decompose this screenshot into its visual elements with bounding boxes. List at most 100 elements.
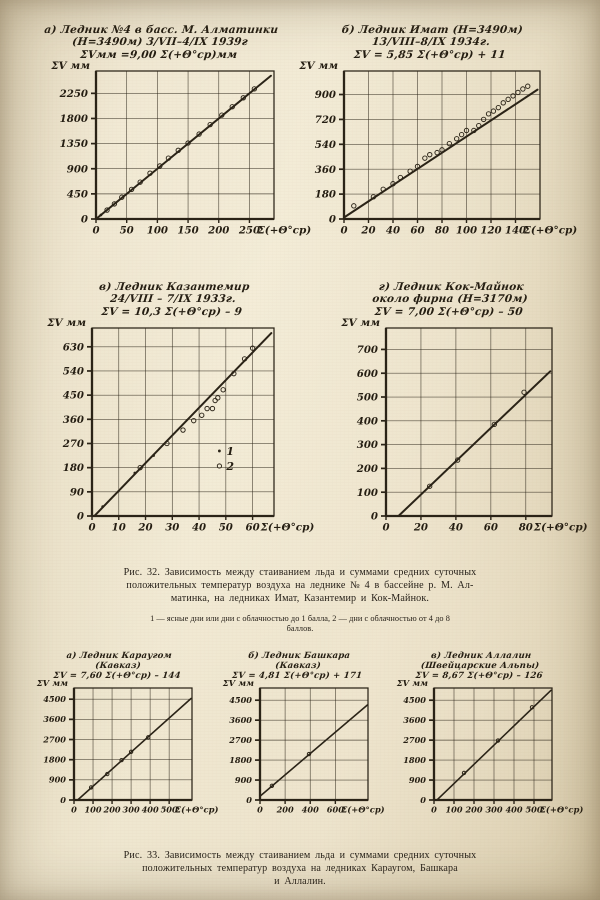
svg-text:540: 540 bbox=[63, 365, 84, 377]
svg-text:700: 700 bbox=[357, 344, 378, 356]
chart-c-container: в) Ледник Казантемир 24/VIII – 7/IX 1933… bbox=[32, 281, 314, 561]
chart-c-title-line-1: в) Ледник Казантемир bbox=[98, 281, 251, 293]
svg-text:3600: 3600 bbox=[43, 714, 66, 724]
fig-32-caption-line-1: Рис. 32. Зависимость между стаиванием ль… bbox=[123, 567, 477, 578]
chart-d-title-line-3: ΣV = 7,00 Σ(+Θ°ср) – 50 bbox=[373, 305, 524, 318]
chart-d-container: г) Ледник Кок-Майнок около фирна (Н=3170… bbox=[328, 281, 587, 561]
chart-c-title-line-3: ΣV = 10,3 Σ(+Θ°ср) – 9 bbox=[100, 305, 243, 318]
chart-b-title-line-2: 13/VIII–8/IX 1934г. bbox=[371, 36, 491, 49]
svg-text:Σ(+Θ°ср): Σ(+Θ°ср) bbox=[539, 805, 583, 815]
svg-text:2700: 2700 bbox=[42, 734, 66, 744]
svg-text:400: 400 bbox=[505, 805, 522, 815]
svg-text:60: 60 bbox=[245, 522, 259, 534]
svg-text:0: 0 bbox=[92, 225, 99, 237]
svg-text:ΣV мм: ΣV мм bbox=[46, 317, 86, 329]
chart-f-title: б) Ледник Башкара (Кавказ) ΣV = 4,81 Σ(+… bbox=[206, 651, 389, 682]
chart-a-container: а) Ледник №4 в басс. М. Алматинки (Н=349… bbox=[32, 24, 312, 269]
svg-text:2: 2 bbox=[225, 460, 234, 473]
svg-text:100: 100 bbox=[147, 225, 168, 237]
svg-text:300: 300 bbox=[123, 805, 140, 815]
chart-e-title: а) Ледник Караугом (Кавказ) ΣV = 7,60 Σ(… bbox=[20, 651, 215, 682]
svg-text:100: 100 bbox=[456, 225, 477, 237]
svg-text:400: 400 bbox=[302, 805, 319, 815]
svg-text:200: 200 bbox=[464, 805, 482, 815]
svg-text:50: 50 bbox=[120, 225, 134, 237]
svg-text:1: 1 bbox=[226, 445, 234, 458]
svg-text:0: 0 bbox=[88, 522, 95, 534]
svg-text:450: 450 bbox=[67, 188, 88, 200]
chart-b-plot: 0 180 360 540 720 900 0 20 40 60 80 100 120 140Σ(+Θ°с… bbox=[298, 60, 577, 237]
chart-g-title-line-3: ΣV = 8,67 Σ(+Θ°ср) – 126 bbox=[414, 670, 544, 681]
svg-text:20: 20 bbox=[137, 522, 152, 534]
svg-text:2250: 2250 bbox=[59, 88, 88, 100]
chart-e-plot: 0 900 1800 2700 3600 4500 0 100 200 300 400 500Σ(+Θ… bbox=[36, 678, 219, 815]
chart-e-container: а) Ледник Караугом (Кавказ) ΣV = 7,60 Σ(… bbox=[20, 651, 219, 842]
svg-text:900: 900 bbox=[409, 775, 426, 785]
svg-text:Σ(+Θ°ср): Σ(+Θ°ср) bbox=[523, 225, 578, 237]
svg-text:10: 10 bbox=[112, 522, 126, 534]
svg-text:Σ(+Θ°ср): Σ(+Θ°ср) bbox=[260, 522, 315, 534]
chart-f-container: б) Ледник Башкара (Кавказ) ΣV = 4,81 Σ(+… bbox=[206, 651, 389, 842]
svg-text:1800: 1800 bbox=[60, 113, 88, 125]
svg-text:80: 80 bbox=[519, 522, 533, 534]
svg-text:1350: 1350 bbox=[60, 138, 88, 150]
svg-text:360: 360 bbox=[315, 164, 336, 176]
chart-d-title-line-1: г) Ледник Кок-Майнок bbox=[378, 281, 525, 293]
svg-text:ΣV мм: ΣV мм bbox=[222, 678, 254, 688]
svg-text:3600: 3600 bbox=[229, 715, 252, 725]
fig-33-caption-line-3: и Аллалин. bbox=[274, 876, 326, 888]
svg-text:200: 200 bbox=[103, 805, 121, 815]
chart-f-title-line-3: ΣV = 4,81 Σ(+Θ°ср) + 171 bbox=[231, 670, 363, 681]
chart-d-title-line-2: около фирна (Н=3170м) bbox=[371, 293, 529, 306]
svg-text:540: 540 bbox=[315, 139, 336, 151]
svg-text:100: 100 bbox=[357, 487, 378, 499]
chart-b-title-line-3: ΣV = 5,85 Σ(+Θ°ср) + 11 bbox=[353, 48, 507, 61]
svg-text:40: 40 bbox=[386, 225, 400, 237]
svg-text:400: 400 bbox=[142, 805, 159, 815]
svg-text:0: 0 bbox=[77, 510, 84, 522]
fig-33-caption-line-2: положительных температур воздуха на ледн… bbox=[142, 863, 458, 875]
svg-text:400: 400 bbox=[357, 415, 378, 427]
svg-text:270: 270 bbox=[62, 438, 84, 450]
svg-text:600: 600 bbox=[357, 368, 378, 380]
chart-d-title: г) Ледник Кок-Майнок около фирна (Н=3170… bbox=[328, 281, 572, 318]
svg-text:500: 500 bbox=[161, 805, 178, 815]
chart-a-title-line-2: (Н=3490м) 3/VII–4/IX 1939г bbox=[71, 36, 249, 49]
chart-b-title: б) Ледник Имат (Н=3490м) 13/VIII–8/IX 19… bbox=[298, 24, 564, 61]
chart-c-title: в) Ледник Казантемир 24/VIII – 7/IX 1933… bbox=[32, 281, 288, 318]
svg-text:0: 0 bbox=[431, 805, 437, 815]
chart-g-container: в) Ледник Аллалин (Швейцарские Альпы) ΣV… bbox=[382, 651, 584, 842]
fig-33-caption-line-1: Рис. 33. Зависимость между стаиванием ль… bbox=[123, 850, 477, 861]
chart-g-plot: 0 900 1800 2700 3600 4500 0 100 200 300 400 500Σ(+Θ… bbox=[396, 678, 584, 815]
svg-text:300: 300 bbox=[357, 439, 378, 451]
fig-32-caption-line-3: матинка, на ледниках Имат, Казантемир и … bbox=[170, 593, 430, 605]
svg-text:ΣV мм: ΣV мм bbox=[36, 678, 68, 688]
svg-text:ΣV мм: ΣV мм bbox=[340, 317, 380, 329]
svg-text:80: 80 bbox=[435, 225, 449, 237]
svg-text:300: 300 bbox=[485, 805, 502, 815]
svg-text:0: 0 bbox=[60, 795, 66, 805]
svg-text:200: 200 bbox=[276, 805, 294, 815]
fig-32-legend-note-line-2: баллов. bbox=[286, 624, 314, 634]
svg-text:900: 900 bbox=[49, 775, 66, 785]
svg-text:ΣV мм: ΣV мм bbox=[396, 678, 428, 688]
svg-text:250: 250 bbox=[238, 225, 260, 237]
svg-text:500: 500 bbox=[525, 805, 542, 815]
svg-text:0: 0 bbox=[81, 213, 88, 225]
svg-text:200: 200 bbox=[356, 463, 378, 475]
svg-text:0: 0 bbox=[257, 805, 263, 815]
svg-text:100: 100 bbox=[445, 805, 462, 815]
chart-b-title-line-1: б) Ледник Имат (Н=3490м) bbox=[341, 24, 524, 36]
svg-text:1800: 1800 bbox=[229, 755, 252, 765]
svg-text:600: 600 bbox=[327, 805, 344, 815]
svg-text:0: 0 bbox=[371, 510, 378, 522]
svg-text:Σ(+Θ°ср): Σ(+Θ°ср) bbox=[174, 805, 218, 815]
fig-32-caption-line-2: положительных температур воздуха на ледн… bbox=[126, 580, 474, 592]
svg-text:720: 720 bbox=[315, 114, 336, 126]
svg-text:20: 20 bbox=[413, 522, 428, 534]
chart-b-container: б) Ледник Имат (Н=3490м) 13/VIII–8/IX 19… bbox=[298, 24, 577, 269]
svg-text:0: 0 bbox=[382, 522, 389, 534]
svg-text:0: 0 bbox=[329, 213, 336, 225]
svg-text:60: 60 bbox=[484, 522, 498, 534]
chart-a-title: а) Ледник №4 в басс. М. Алматинки (Н=349… bbox=[32, 24, 288, 61]
